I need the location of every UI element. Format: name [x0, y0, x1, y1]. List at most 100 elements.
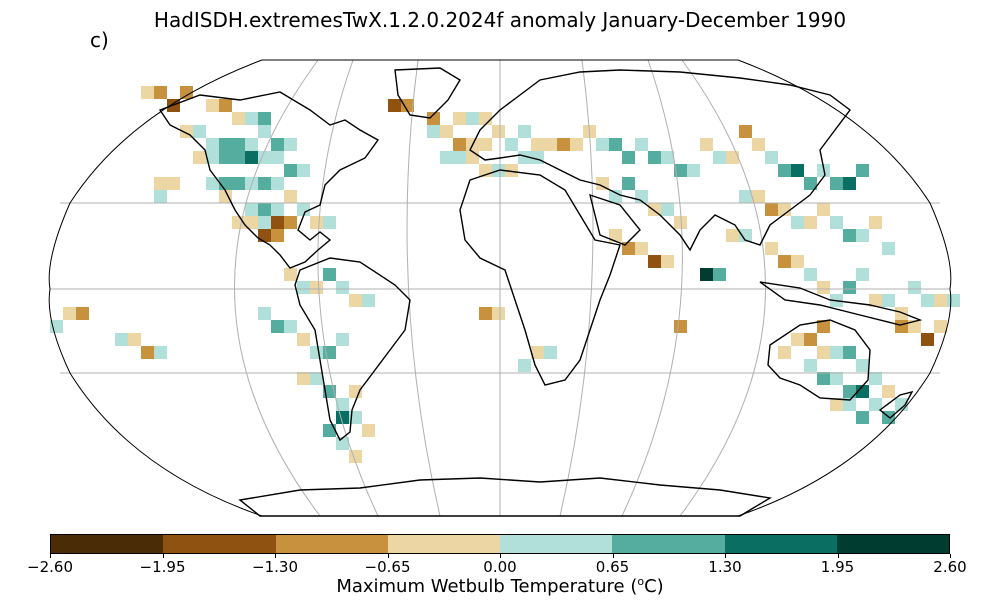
anomaly-cell	[596, 177, 609, 190]
anomaly-cell	[453, 112, 466, 125]
anomaly-cell	[154, 346, 167, 359]
anomaly-cell	[284, 320, 297, 333]
anomaly-cell	[934, 294, 947, 307]
coast-greenland	[394, 67, 461, 119]
anomaly-cell	[440, 125, 453, 138]
anomaly-cell	[349, 294, 362, 307]
colorbar-tick-label: 0.65	[595, 558, 630, 576]
anomaly-cell	[297, 372, 310, 385]
anomaly-cell	[336, 411, 349, 424]
colorbar-tick-label: −1.95	[139, 558, 186, 576]
anomaly-cell	[856, 164, 869, 177]
anomaly-cell	[258, 125, 271, 138]
anomaly-cell	[271, 320, 284, 333]
anomaly-cell	[778, 203, 791, 216]
anomaly-cell	[947, 294, 960, 307]
anomaly-cell	[791, 216, 804, 229]
anomaly-cell	[830, 346, 843, 359]
anomaly-cell	[726, 229, 739, 242]
anomaly-cell	[206, 177, 219, 190]
anomaly-cell	[882, 385, 895, 398]
anomaly-cell	[934, 320, 947, 333]
colorbar-tick-label: −0.65	[364, 558, 411, 576]
anomaly-cell	[466, 151, 479, 164]
anomaly-cell	[648, 151, 661, 164]
anomaly-cell	[362, 424, 375, 437]
colorbar-label: Maximum Wetbulb Temperature (oC)	[0, 575, 1000, 597]
colorbar-segment	[500, 535, 613, 553]
anomaly-cell	[297, 333, 310, 346]
anomaly-cell	[336, 281, 349, 294]
graticule-meridian-90e	[679, 59, 766, 517]
anomaly-cell	[518, 359, 531, 372]
anomaly-cell	[778, 346, 791, 359]
anomaly-cell	[518, 151, 531, 164]
anomaly-cell	[128, 333, 141, 346]
colorbar-label-suffix: C)	[644, 576, 664, 597]
anomaly-cell	[232, 112, 245, 125]
panel-label: c)	[90, 28, 109, 52]
anomaly-cell	[245, 216, 258, 229]
anomaly-cell	[843, 281, 856, 294]
coast-antarctica	[238, 477, 773, 517]
anomaly-cell	[804, 268, 817, 281]
coastlines	[158, 67, 923, 517]
anomaly-cell	[427, 112, 440, 125]
anomaly-cell	[271, 229, 284, 242]
anomaly-cell	[232, 151, 245, 164]
anomaly-cell	[362, 294, 375, 307]
anomaly-cell	[258, 307, 271, 320]
anomaly-cell	[635, 242, 648, 255]
colorbar-segment	[387, 535, 500, 553]
anomaly-cell	[154, 177, 167, 190]
colorbar-tick-label: −2.60	[27, 558, 73, 576]
anomaly-cell	[674, 164, 687, 177]
anomaly-cell	[206, 138, 219, 151]
anomaly-cell	[752, 138, 765, 151]
anomaly-cell	[388, 99, 401, 112]
anomaly-cell	[284, 138, 297, 151]
colorbar-tick-label: 1.30	[708, 558, 742, 576]
anomaly-cell	[245, 151, 258, 164]
anomaly-cell	[193, 125, 206, 138]
anomaly-cell	[804, 333, 817, 346]
anomaly-cell	[817, 281, 830, 294]
anomaly-cell	[180, 86, 193, 99]
anomaly-cell	[609, 229, 622, 242]
anomaly-cell	[206, 99, 219, 112]
coast-africa	[459, 169, 621, 386]
anomaly-cell	[219, 99, 232, 112]
coast-eurasia	[469, 69, 851, 252]
anomaly-cell	[817, 320, 830, 333]
anomaly-cell	[193, 151, 206, 164]
anomaly-cell	[271, 203, 284, 216]
anomaly-cell	[869, 372, 882, 385]
anomaly-cell	[518, 125, 531, 138]
anomaly-cell	[843, 385, 856, 398]
anomaly-cell	[700, 268, 713, 281]
anomaly-cell	[661, 203, 674, 216]
coast-maritime-se-asia	[759, 281, 923, 326]
colorbar-label-text: Maximum Wetbulb Temperature (	[336, 576, 638, 597]
colorbar-segment	[612, 535, 725, 553]
anomaly-cell	[505, 138, 518, 151]
anomaly-cell	[544, 138, 557, 151]
coast-arabia	[589, 193, 641, 246]
anomaly-cell	[648, 255, 661, 268]
anomaly-cell	[245, 138, 258, 151]
anomaly-cell	[466, 112, 479, 125]
anomaly-cell	[440, 151, 453, 164]
anomaly-cell	[609, 138, 622, 151]
anomaly-cell	[791, 164, 804, 177]
anomaly-cell	[557, 138, 570, 151]
anomaly-cell	[310, 281, 323, 294]
anomaly-cell	[856, 359, 869, 372]
colorbar-segment	[51, 535, 164, 553]
anomaly-cell	[245, 112, 258, 125]
anomaly-cell	[336, 333, 349, 346]
anomaly-cell	[921, 294, 934, 307]
anomaly-cell	[271, 138, 284, 151]
anomaly-cell	[453, 138, 466, 151]
anomaly-cell	[271, 151, 284, 164]
colorbar-tickmark	[837, 554, 839, 558]
